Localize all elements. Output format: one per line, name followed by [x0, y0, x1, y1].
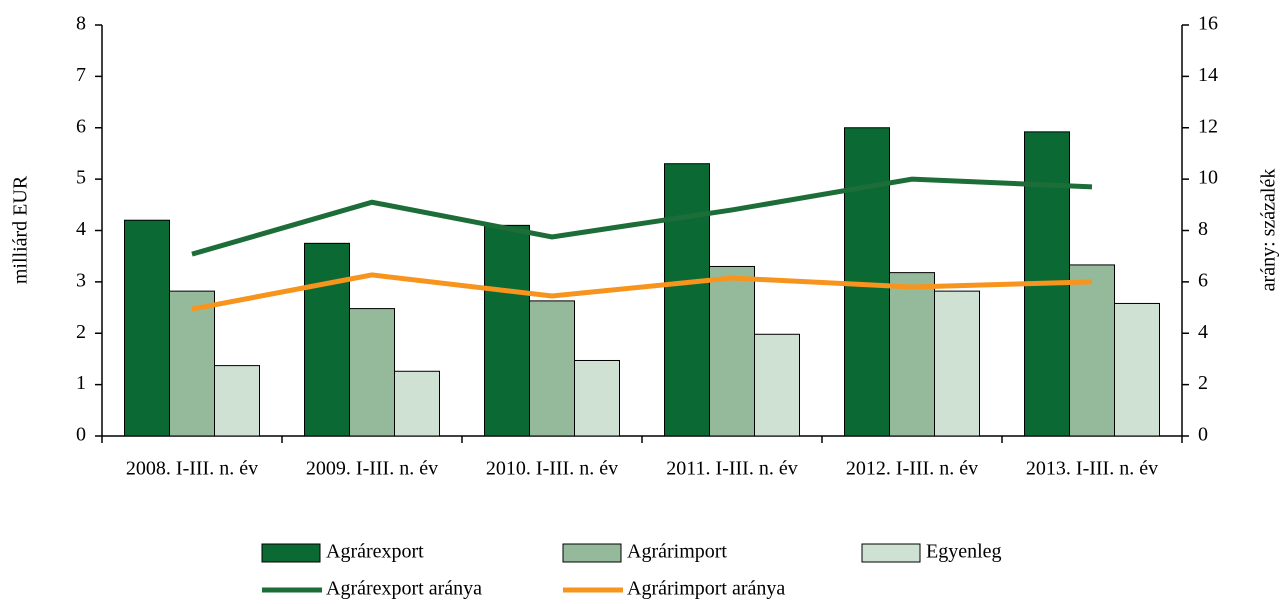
line: [191, 176, 1093, 257]
y2-tick-label: 16: [1198, 13, 1218, 35]
legend-label: Agrárimport aránya: [627, 578, 785, 600]
y2-tick-label: 0: [1198, 424, 1208, 446]
y-tick-label: 2: [76, 321, 86, 343]
legend-label: Agrárexport: [326, 541, 424, 563]
bar: [169, 290, 215, 437]
y-tick-label: 4: [76, 218, 86, 240]
bar: [754, 333, 800, 437]
bar: [889, 272, 935, 437]
bar: [574, 359, 620, 437]
x-tick-label: 2010. I-III. n. év: [486, 458, 618, 480]
legend-label: Agrárimport: [627, 541, 727, 563]
y-tick-label: 7: [76, 64, 86, 86]
bar: [529, 300, 575, 437]
y2-tick-label: 14: [1198, 64, 1218, 86]
y-tick-label: 5: [76, 167, 86, 189]
bar: [124, 219, 170, 437]
y-tick-label: 1: [76, 372, 86, 394]
x-tick-label: 2008. I-III. n. év: [126, 458, 258, 480]
y-tick-label: 0: [76, 424, 86, 446]
legend-swatch: [261, 543, 321, 563]
y-axis-label: milliárd EUR: [10, 175, 32, 284]
y2-tick-label: 6: [1198, 269, 1208, 291]
bar: [304, 242, 350, 437]
y2-tick-label: 12: [1198, 115, 1218, 137]
bar: [349, 308, 395, 437]
legend-swatch: [562, 543, 622, 563]
bar: [484, 224, 530, 437]
line: [191, 272, 1093, 312]
y2-tick-label: 8: [1198, 218, 1208, 240]
y-tick-label: 8: [76, 13, 86, 35]
y2-tick-label: 2: [1198, 372, 1208, 394]
x-tick-label: 2012. I-III. n. év: [846, 458, 978, 480]
legend-label: Agrárexport aránya: [326, 578, 482, 600]
y2-tick-label: 10: [1198, 167, 1218, 189]
legend-label: Egyenleg: [926, 541, 1002, 563]
x-tick-label: 2013. I-III. n. év: [1026, 458, 1158, 480]
bar: [709, 265, 755, 437]
y2-tick-label: 4: [1198, 321, 1208, 343]
legend-swatch: [861, 543, 921, 563]
x-tick-label: 2009. I-III. n. év: [306, 458, 438, 480]
y2-axis-label: arány: százalék: [1258, 169, 1280, 292]
bar: [394, 370, 440, 437]
x-tick-label: 2011. I-III. n. év: [666, 458, 797, 480]
y-tick-label: 3: [76, 269, 86, 291]
bar: [1069, 264, 1115, 437]
bar: [1114, 302, 1160, 437]
bar: [214, 365, 260, 437]
y-tick-label: 6: [76, 115, 86, 137]
bar: [664, 163, 710, 437]
bar: [934, 290, 980, 437]
